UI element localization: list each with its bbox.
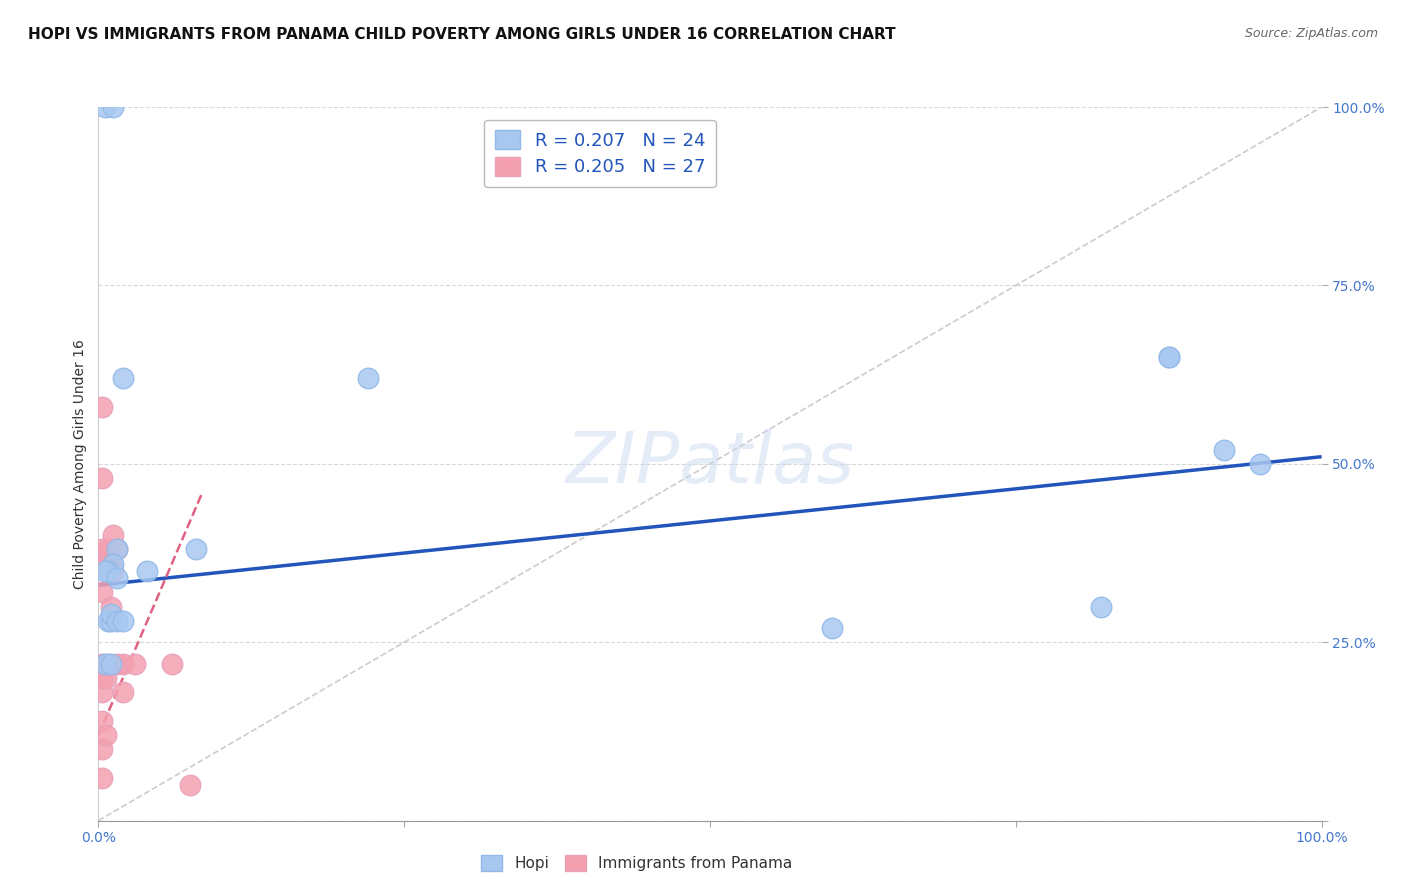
Point: [91, 585, 114, 599]
Point: [94, 557, 117, 571]
Point: [111, 657, 134, 671]
Text: Source: ZipAtlas.com: Source: ZipAtlas.com: [1244, 27, 1378, 40]
Point: [105, 542, 128, 557]
Point: [356, 371, 378, 385]
Point: [101, 100, 124, 114]
Point: [124, 657, 146, 671]
Point: [160, 657, 183, 671]
Point: [136, 564, 159, 578]
Point: [97, 564, 120, 578]
Point: [105, 542, 128, 557]
Point: [1157, 350, 1180, 364]
Point: [179, 778, 201, 792]
Point: [100, 657, 122, 671]
Point: [93, 564, 115, 578]
Point: [91, 657, 114, 671]
Point: [94, 728, 117, 742]
Y-axis label: Child Poverty Among Girls Under 16: Child Poverty Among Girls Under 16: [73, 339, 87, 589]
Point: [91, 714, 114, 728]
Text: ZIPatlas: ZIPatlas: [565, 429, 855, 499]
Point: [186, 542, 208, 557]
Point: [100, 614, 122, 628]
Point: [97, 542, 120, 557]
Point: [91, 542, 114, 557]
Point: [91, 742, 114, 756]
Point: [105, 614, 128, 628]
Point: [1249, 457, 1271, 471]
Point: [100, 607, 122, 621]
Point: [97, 614, 120, 628]
Point: [101, 528, 124, 542]
Legend: Hopi, Immigrants from Panama: Hopi, Immigrants from Panama: [475, 849, 799, 877]
Point: [91, 671, 114, 685]
Point: [1157, 350, 1180, 364]
Point: [91, 685, 114, 699]
Point: [105, 657, 128, 671]
Point: [100, 557, 122, 571]
Point: [101, 564, 124, 578]
Point: [111, 614, 134, 628]
Point: [100, 599, 122, 614]
Point: [93, 657, 115, 671]
Point: [101, 557, 124, 571]
Text: HOPI VS IMMIGRANTS FROM PANAMA CHILD POVERTY AMONG GIRLS UNDER 16 CORRELATION CH: HOPI VS IMMIGRANTS FROM PANAMA CHILD POV…: [28, 27, 896, 42]
Point: [111, 685, 134, 699]
Point: [821, 621, 844, 635]
Point: [93, 100, 115, 114]
Point: [94, 671, 117, 685]
Point: [91, 771, 114, 785]
Point: [1090, 599, 1112, 614]
Point: [105, 571, 128, 585]
Point: [91, 557, 114, 571]
Point: [97, 657, 120, 671]
Point: [111, 371, 134, 385]
Point: [1212, 442, 1234, 457]
Point: [91, 471, 114, 485]
Point: [91, 400, 114, 414]
